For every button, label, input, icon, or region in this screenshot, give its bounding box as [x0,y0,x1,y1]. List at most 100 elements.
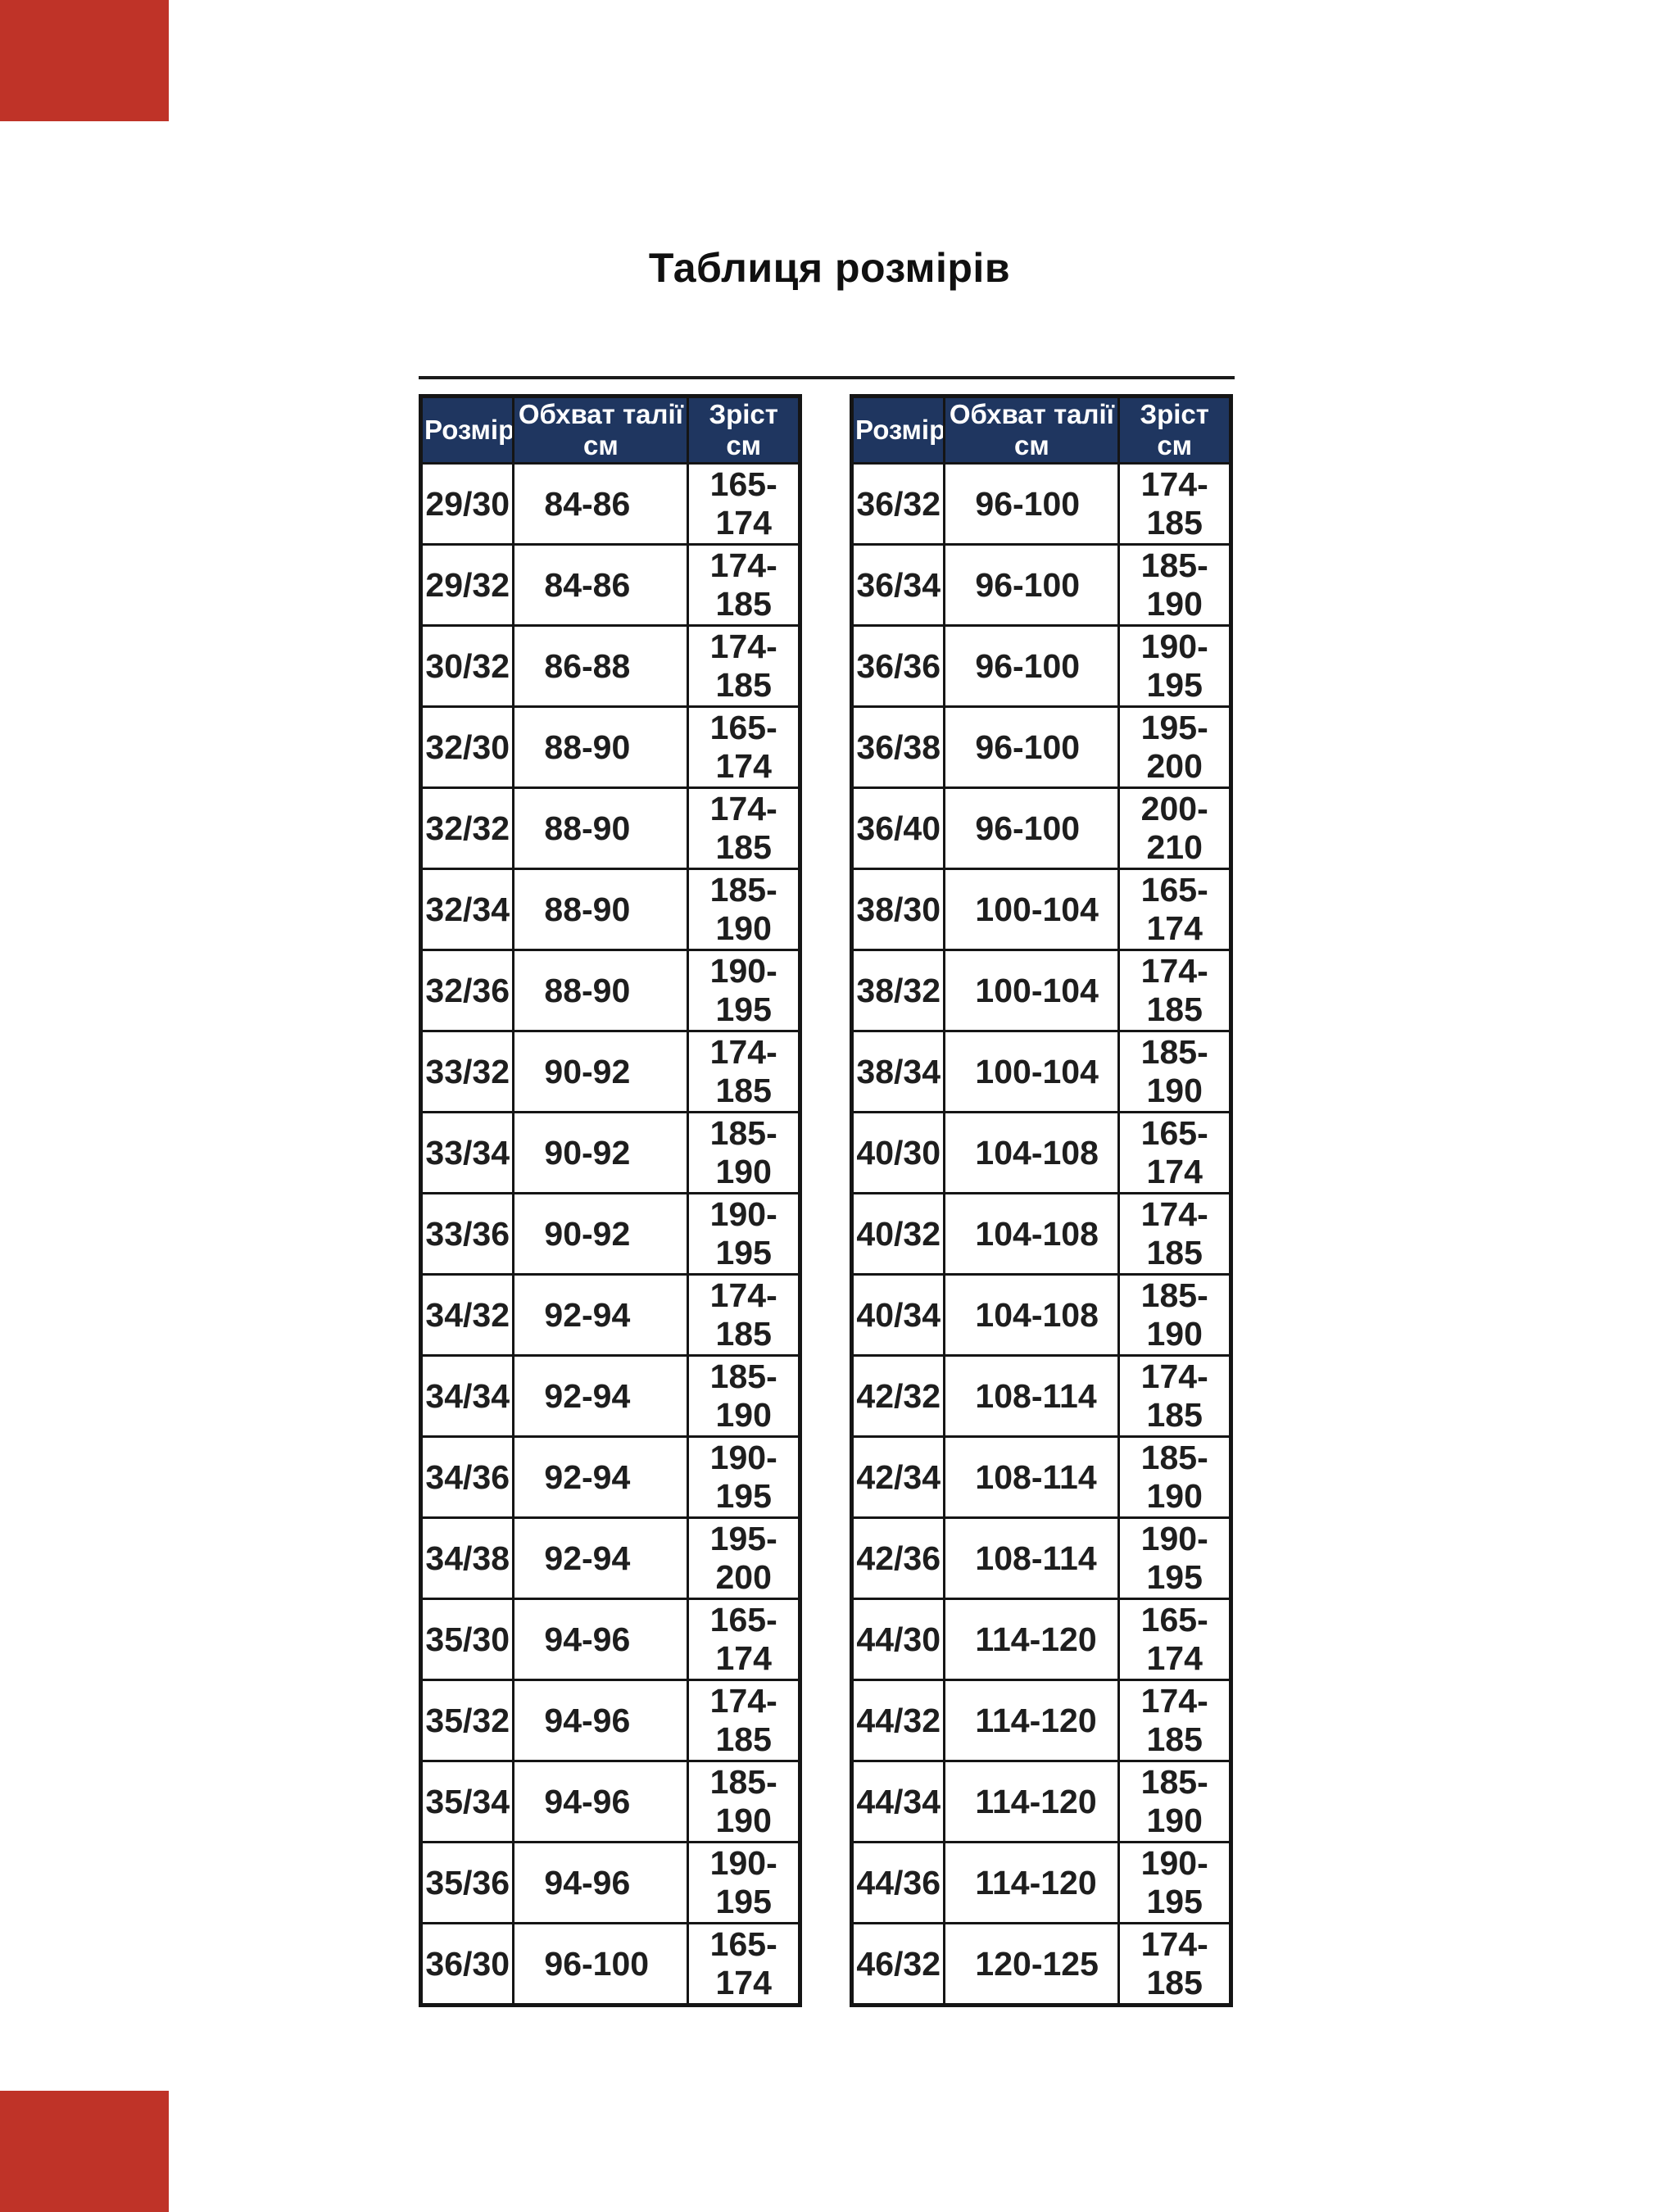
height-cell: 174-185 [687,1030,801,1113]
table-row: 35/30 94-96 165-174 [419,1598,801,1681]
waist-cell: 90-92 [512,1111,690,1194]
table-row: 35/32 94-96 174-185 [419,1679,801,1762]
height-cell: 190-195 [687,1841,801,1924]
table-row: 36/38 96-100 195-200 [850,705,1232,789]
size-cell: 32/30 [419,705,515,789]
column-header-height: Зріст см [1117,395,1232,465]
height-cell: 174-185 [1117,1922,1232,2006]
size-cell: 34/36 [419,1435,515,1519]
waist-cell: 104-108 [943,1273,1121,1357]
height-cell: 165-174 [1117,1111,1232,1194]
height-cell: 185-190 [687,1111,801,1194]
size-cell: 36/34 [850,543,946,627]
header-row: Розмір Обхват талії см Зріст см [419,395,801,465]
height-cell: 174-185 [687,543,801,627]
table-row: 42/36 108-114 190-195 [850,1516,1232,1600]
height-cell: 190-195 [1117,1841,1232,1924]
size-cell: 38/34 [850,1030,946,1113]
size-cell: 42/34 [850,1435,946,1519]
table-row: 32/36 88-90 190-195 [419,949,801,1032]
table-row: 34/32 92-94 174-185 [419,1273,801,1357]
column-header-waist: Обхват талії см [943,395,1121,465]
table-row: 32/34 88-90 185-190 [419,868,801,951]
table-row: 44/34 114-120 185-190 [850,1760,1232,1843]
waist-cell: 114-120 [943,1679,1121,1762]
table-row: 32/32 88-90 174-185 [419,786,801,870]
table-row: 42/32 108-114 174-185 [850,1354,1232,1438]
size-cell: 33/32 [419,1030,515,1113]
height-cell: 190-195 [1117,1516,1232,1600]
size-table-right: Розмір Обхват талії см Зріст см 36/32 96-10… [850,394,1233,2007]
waist-cell: 94-96 [512,1841,690,1924]
table-row: 44/36 114-120 190-195 [850,1841,1232,1924]
size-cell: 34/38 [419,1516,515,1600]
waist-cell: 96-100 [943,543,1121,627]
table-row: 35/36 94-96 190-195 [419,1841,801,1924]
waist-cell: 86-88 [512,624,690,708]
size-cell: 35/30 [419,1598,515,1681]
height-cell: 185-190 [687,1760,801,1843]
table-row: 40/32 104-108 174-185 [850,1192,1232,1276]
waist-cell: 108-114 [943,1435,1121,1519]
table-header: Розмір Обхват талії см Зріст см [850,395,1232,465]
height-cell: 165-174 [687,1922,801,2006]
column-header-size: Розмір [850,395,946,465]
size-cell: 30/32 [419,624,515,708]
waist-cell: 90-92 [512,1030,690,1113]
table-row: 44/32 114-120 174-185 [850,1679,1232,1762]
size-cell: 29/30 [419,462,515,546]
height-cell: 185-190 [1117,1760,1232,1843]
height-cell: 174-185 [687,1273,801,1357]
size-cell: 32/32 [419,786,515,870]
table-row: 34/36 92-94 190-195 [419,1435,801,1519]
height-cell: 185-190 [1117,1273,1232,1357]
height-cell: 174-185 [1117,1354,1232,1438]
table-row: 40/30 104-108 165-174 [850,1111,1232,1194]
waist-cell: 100-104 [943,1030,1121,1113]
table-row: 46/32 120-125 174-185 [850,1922,1232,2006]
column-header-size: Розмір [419,395,515,465]
waist-cell: 90-92 [512,1192,690,1276]
size-cell: 35/36 [419,1841,515,1924]
size-cell: 36/38 [850,705,946,789]
size-cell: 42/36 [850,1516,946,1600]
table-body: 29/30 84-86 165-174 29/32 84-86 174-185 30/32 8… [419,462,801,2006]
table-row: 33/36 90-92 190-195 [419,1192,801,1276]
table-row: 36/34 96-100 185-190 [850,543,1232,627]
waist-cell: 92-94 [512,1354,690,1438]
size-cell: 36/30 [419,1922,515,2006]
height-cell: 174-185 [1117,462,1232,546]
height-cell: 200-210 [1117,786,1232,870]
size-cell: 40/30 [850,1111,946,1194]
height-cell: 174-185 [687,1679,801,1762]
waist-cell: 88-90 [512,786,690,870]
size-cell: 33/34 [419,1111,515,1194]
size-cell: 40/32 [850,1192,946,1276]
size-cell: 44/32 [850,1679,946,1762]
waist-cell: 88-90 [512,949,690,1032]
table-row: 36/30 96-100 165-174 [419,1922,801,2006]
table-row: 34/34 92-94 185-190 [419,1354,801,1438]
size-cell: 36/36 [850,624,946,708]
size-table-left: Розмір Обхват талії см Зріст см 29/30 84-86… [419,394,802,2007]
size-cell: 46/32 [850,1922,946,2006]
height-cell: 185-190 [1117,1030,1232,1113]
size-cell: 35/32 [419,1679,515,1762]
height-cell: 165-174 [1117,868,1232,951]
height-cell: 185-190 [687,868,801,951]
waist-cell: 88-90 [512,705,690,789]
table-row: 32/30 88-90 165-174 [419,705,801,789]
waist-cell: 108-114 [943,1354,1121,1438]
size-cell: 40/34 [850,1273,946,1357]
height-cell: 174-185 [687,624,801,708]
size-cell: 36/40 [850,786,946,870]
waist-cell: 94-96 [512,1760,690,1843]
waist-cell: 114-120 [943,1598,1121,1681]
table-row: 35/34 94-96 185-190 [419,1760,801,1843]
size-cell: 35/34 [419,1760,515,1843]
waist-cell: 96-100 [943,624,1121,708]
waist-cell: 114-120 [943,1760,1121,1843]
waist-cell: 94-96 [512,1598,690,1681]
size-cell: 32/36 [419,949,515,1032]
